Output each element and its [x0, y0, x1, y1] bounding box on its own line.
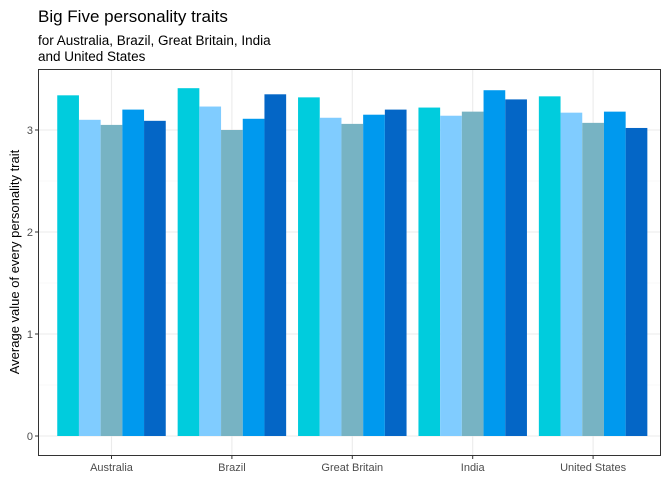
y-axis: 0 1 2 3: [27, 125, 39, 443]
bar: [144, 120, 166, 436]
bar: [122, 109, 145, 436]
y-tick-label: 1: [27, 329, 33, 341]
x-axis: Australia Brazil Great Britain India United …: [90, 455, 627, 474]
chart-subtitle-line-1: for Australia, Brazil, Great Britain, In…: [38, 33, 271, 48]
chart-subtitle-line-2: and United States: [38, 49, 146, 64]
bar: [57, 95, 79, 436]
bar: [298, 97, 320, 437]
bar: [582, 122, 604, 437]
bar: [603, 111, 626, 436]
bar: [199, 106, 222, 436]
bar: [341, 123, 364, 436]
bar: [319, 117, 342, 436]
bar: [505, 99, 527, 437]
bar: [100, 124, 123, 437]
x-tick-label: Brazil: [218, 462, 246, 474]
bar: [384, 109, 407, 436]
y-tick-label: 2: [27, 227, 33, 239]
y-axis-title: Average value of every personality trait: [7, 149, 22, 374]
x-tick-label: Great Britain: [321, 462, 383, 474]
bar: [363, 114, 385, 436]
x-tick-label: Australia: [90, 462, 134, 474]
bar: [264, 94, 287, 437]
bar: [418, 107, 441, 436]
chart-subtitle: for Australia, Brazil, Great Britain, In…: [38, 33, 358, 65]
bar: [461, 111, 484, 436]
bars: [57, 88, 648, 437]
bar: [538, 96, 561, 436]
bar: [440, 115, 462, 436]
bar: [177, 88, 200, 437]
x-tick-label: India: [461, 462, 486, 474]
bar: [560, 112, 583, 436]
bar: [242, 118, 265, 436]
bar: [78, 119, 101, 437]
chart-title: Big Five personality traits: [38, 7, 228, 26]
y-tick-label: 0: [27, 431, 33, 443]
bar: [625, 127, 648, 437]
bar: [221, 130, 243, 436]
y-tick-label: 3: [27, 125, 33, 137]
plot-panel-border: [38, 69, 661, 456]
x-tick-label: United States: [560, 462, 627, 474]
bar: [483, 90, 506, 436]
